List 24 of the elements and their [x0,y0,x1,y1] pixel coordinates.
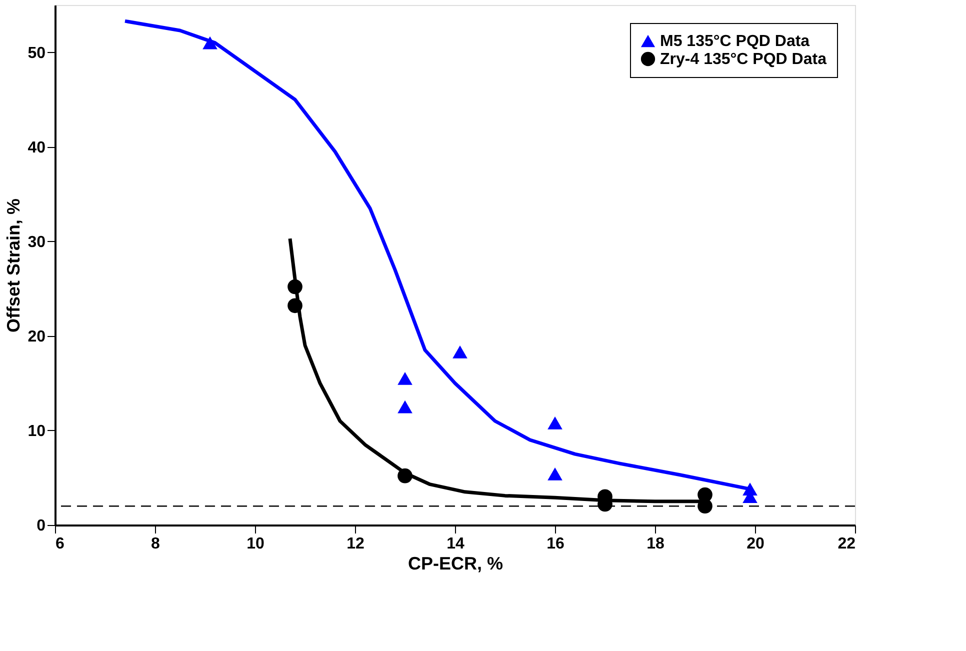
x-tick-label: 16 [546,536,564,552]
x-tick-label: 6 [56,536,64,552]
x-tick-label: 22 [838,536,856,552]
y-tick-label: 30 [28,234,46,251]
y-tick-label: 40 [28,139,46,156]
point [398,372,412,385]
x-tick-label: 10 [246,536,264,552]
x-tick-label: 14 [446,536,464,552]
y-tick-label: 0 [36,518,46,534]
y-tick-label: 50 [28,44,46,62]
point [548,468,562,480]
x-tick-label: 20 [746,536,764,552]
y-tick-label: 10 [28,422,46,440]
legend-label: Zry-4 135°C PQD Data [660,51,827,68]
legend-label: M5 135°C PQD Data [660,33,810,50]
y-tick-label: 20 [28,328,46,346]
x-tick-label: 8 [151,536,160,552]
point [548,416,562,430]
point [398,400,412,414]
y-axis-title: Offset Strain, % [4,198,24,333]
point [452,346,468,358]
x-tick-label: 18 [646,536,664,552]
x-axis-title: CP-ECR, % [408,554,504,574]
x-tick-label: 12 [346,536,364,552]
